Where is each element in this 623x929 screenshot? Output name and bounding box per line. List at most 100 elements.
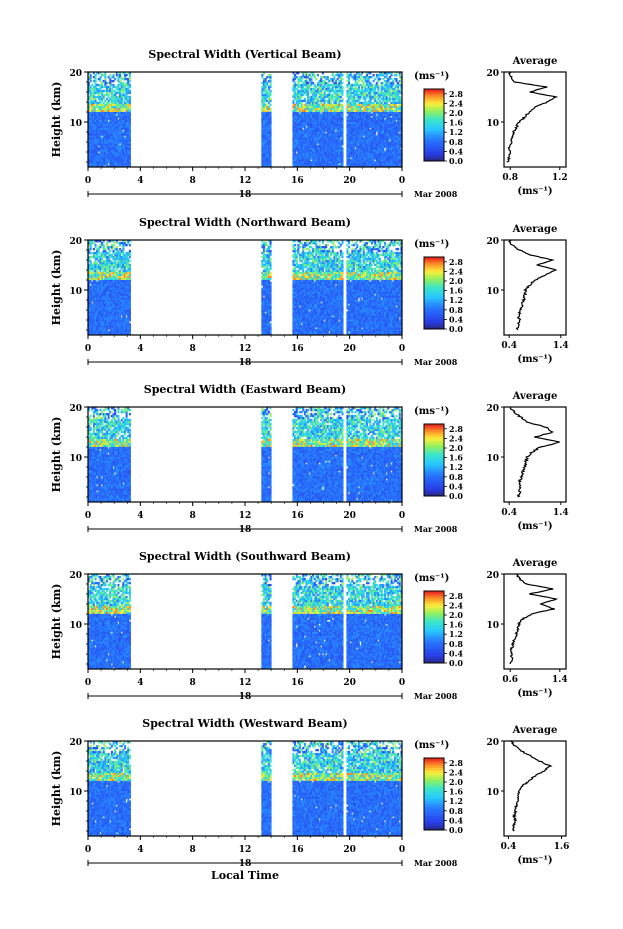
heatmap-cell: [117, 121, 120, 124]
heatmap-cell: [305, 77, 308, 81]
heatmap-cell: [119, 133, 122, 136]
heatmap-cell: [102, 115, 105, 118]
heatmap-cell: [294, 81, 297, 85]
heatmap-cell: [105, 135, 109, 138]
heatmap-cell: [315, 159, 318, 162]
heatmap-cell: [261, 149, 264, 152]
heatmap-cell: [97, 161, 100, 164]
heatmap-cell: [303, 119, 306, 122]
heatmap-cell: [110, 137, 113, 140]
heatmap-cell: [328, 163, 331, 166]
heatmap-cell: [308, 139, 311, 142]
heatmap-cell: [295, 111, 298, 114]
heatmap-cell: [266, 161, 269, 164]
heatmap-cell: [97, 125, 100, 128]
heatmap-cell: [266, 131, 269, 134]
heatmap-cell: [303, 149, 306, 152]
heatmap-cell: [320, 105, 323, 109]
heatmap-cell: [269, 97, 272, 101]
heatmap-cell: [110, 79, 113, 83]
heatmap-cell: [269, 113, 272, 116]
heatmap-cell: [305, 133, 308, 136]
heatmap-cell: [92, 101, 95, 105]
heatmap-cell: [107, 161, 110, 164]
heatmap-cell: [307, 131, 310, 134]
heatmap-cell: [99, 159, 102, 162]
heatmap-cell: [88, 153, 91, 156]
heatmap-cell: [107, 165, 110, 168]
heatmap-cell: [323, 121, 326, 124]
heatmap-cell: [92, 135, 95, 138]
heatmap-cell: [326, 161, 329, 164]
heatmap-cell: [264, 145, 267, 148]
heatmap-cell: [114, 163, 117, 166]
heatmap-cell: [101, 155, 104, 158]
heatmap-cell: [326, 133, 329, 136]
heatmap-cell: [300, 151, 303, 154]
heatmap-cell: [94, 129, 97, 132]
heatmap-cell: [115, 133, 118, 136]
heatmap-cell: [264, 137, 267, 140]
heatmap-cell: [321, 163, 324, 166]
heatmap-cell: [264, 87, 267, 91]
heatmap-cell: [101, 151, 104, 154]
heatmap-cell: [96, 119, 99, 122]
heatmap-cell: [89, 157, 92, 160]
heatmap-cell: [96, 163, 99, 166]
heatmap-cell: [307, 75, 310, 79]
heatmap-cell: [112, 113, 115, 116]
heatmap-cell: [312, 103, 315, 107]
heatmap-cell: [320, 131, 323, 134]
heatmap-cell: [313, 109, 316, 112]
heatmap-cell: [326, 131, 329, 134]
heatmap-cell: [312, 87, 315, 91]
heatmap-cell: [303, 147, 306, 150]
heatmap-cell: [294, 73, 297, 77]
heatmap-cell: [264, 81, 267, 85]
heatmap-cell: [318, 119, 321, 122]
heatmap-cell: [313, 85, 316, 89]
heatmap-cell: [308, 95, 311, 99]
heatmap-cell: [112, 141, 115, 144]
heatmap-cell: [295, 103, 298, 107]
heatmap-cell: [128, 79, 131, 83]
heatmap-cell: [94, 77, 97, 81]
heatmap-cell: [115, 127, 118, 130]
heatmap-cell: [310, 89, 313, 93]
heatmap-cell: [264, 147, 267, 150]
heatmap-cell: [315, 165, 318, 168]
heatmap-cell: [297, 135, 300, 138]
heatmap-cell: [94, 127, 97, 130]
heatmap-cell: [104, 121, 107, 124]
heatmap-cell: [107, 147, 110, 150]
heatmap-cell: [318, 111, 321, 114]
heatmap-cell: [112, 161, 115, 164]
heatmap-cell: [321, 147, 324, 150]
heatmap-cell: [330, 139, 333, 142]
heatmap-cell: [328, 131, 331, 134]
heatmap-cell: [313, 123, 316, 126]
heatmap-cell: [128, 161, 131, 164]
heatmap-cell: [112, 133, 115, 136]
heatmap-cell: [313, 159, 316, 162]
heatmap-cell: [104, 159, 107, 162]
heatmap-cell: [302, 107, 305, 111]
heatmap-cell: [307, 87, 310, 91]
heatmap-cell: [312, 151, 315, 154]
heatmap-cell: [294, 77, 297, 81]
heatmap-cell: [310, 101, 313, 105]
heatmap-cell: [262, 93, 266, 97]
heatmap-cell: [302, 131, 305, 134]
heatmap-cell: [120, 93, 123, 97]
heatmap-cell: [328, 145, 331, 148]
heatmap-cell: [330, 153, 333, 156]
colorbar-swatch: [424, 132, 444, 135]
heatmap-cell: [262, 131, 266, 134]
heatmap-cell: [307, 123, 310, 126]
heatmap-cell: [305, 89, 308, 93]
heatmap-cell: [315, 145, 318, 148]
heatmap-cell: [102, 121, 105, 124]
heatmap-cell: [305, 139, 308, 142]
heatmap-cell: [300, 105, 303, 109]
heatmap-cell: [105, 89, 109, 93]
